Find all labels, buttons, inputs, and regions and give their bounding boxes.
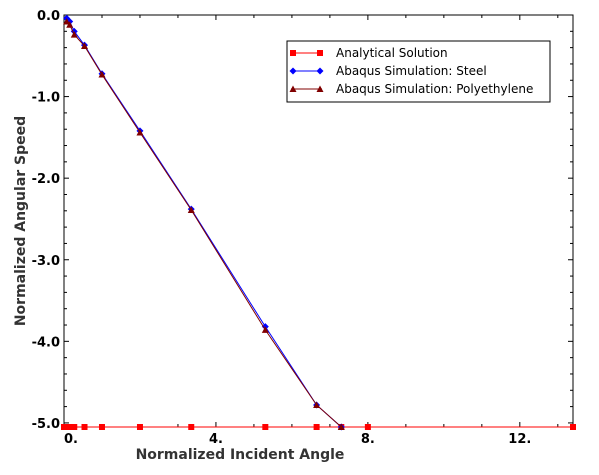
x-tick-label: 8. xyxy=(361,432,375,447)
legend-label-abaqus-simulation-steel: Abaqus Simulation: Steel xyxy=(336,64,487,78)
y-axis-title: Normalized Angular Speed xyxy=(13,116,29,326)
data-point-analytical-solution xyxy=(71,424,78,430)
legend-marker-abaqus-simulation-steel xyxy=(289,67,297,75)
y-tick-label: 0.0 xyxy=(37,9,60,24)
y-tick-label: -4.0 xyxy=(32,335,60,350)
data-point-abaqus-simulation-polyethylene xyxy=(63,18,71,25)
legend-marker-abaqus-simulation-polyethylene xyxy=(289,85,297,92)
data-point-analytical-solution xyxy=(66,424,73,430)
legend-box xyxy=(286,40,551,103)
data-point-abaqus-simulation-polyethylene xyxy=(70,31,78,38)
data-point-abaqus-simulation-polyethylene xyxy=(187,206,195,213)
y-tick-label: -3.0 xyxy=(32,254,60,269)
x-tick-label: 4. xyxy=(209,432,223,447)
data-point-abaqus-simulation-polyethylene xyxy=(337,423,345,430)
data-point-abaqus-simulation-polyethylene xyxy=(136,128,144,136)
legend: Analytical Solution Abaqus Simulation: St… xyxy=(286,40,551,103)
series-line-abaqus-simulation-polyethylene xyxy=(66,21,342,428)
legend-label-analytical-solution: Analytical Solution xyxy=(336,46,448,60)
data-point-abaqus-simulation-polyethylene xyxy=(98,71,106,78)
data-point-analytical-solution xyxy=(136,424,143,430)
x-axis-title: Normalized Incident Angle xyxy=(136,447,345,463)
data-point-abaqus-simulation-polyethylene xyxy=(66,21,74,28)
data-point-analytical-solution xyxy=(262,424,269,430)
x-tick-label: 0. xyxy=(64,432,78,447)
data-point-abaqus-simulation-polyethylene xyxy=(81,42,89,50)
data-point-analytical-solution xyxy=(364,424,371,430)
data-point-analytical-solution xyxy=(81,424,88,430)
series-layer xyxy=(61,14,576,431)
y-tick-label: -1.0 xyxy=(32,91,60,106)
legend-marker-abaqus-simulation-polyethylene xyxy=(316,85,324,92)
legend-marker-analytical-solution xyxy=(290,50,296,56)
legend-label-abaqus-simulation-polyethylene: Abaqus Simulation: Polyethylene xyxy=(336,82,533,96)
series-abaqus-simulation-polyethylene xyxy=(63,18,345,430)
legend-marker-abaqus-simulation-steel xyxy=(316,67,324,75)
data-point-abaqus-simulation-polyethylene xyxy=(313,401,321,408)
data-point-analytical-solution xyxy=(63,424,70,430)
data-point-analytical-solution xyxy=(98,424,105,430)
y-tick-label: -2.0 xyxy=(32,172,60,187)
data-point-analytical-solution xyxy=(313,424,320,430)
data-point-abaqus-simulation-polyethylene xyxy=(261,326,269,333)
data-point-analytical-solution xyxy=(570,424,576,430)
y-tick-label: -5.0 xyxy=(32,417,60,432)
legend-marker-analytical-solution xyxy=(317,50,323,56)
data-point-analytical-solution xyxy=(188,424,195,430)
x-tick-label: 12. xyxy=(508,432,531,447)
legend-entries: Analytical Solution Abaqus Simulation: St… xyxy=(289,46,533,96)
